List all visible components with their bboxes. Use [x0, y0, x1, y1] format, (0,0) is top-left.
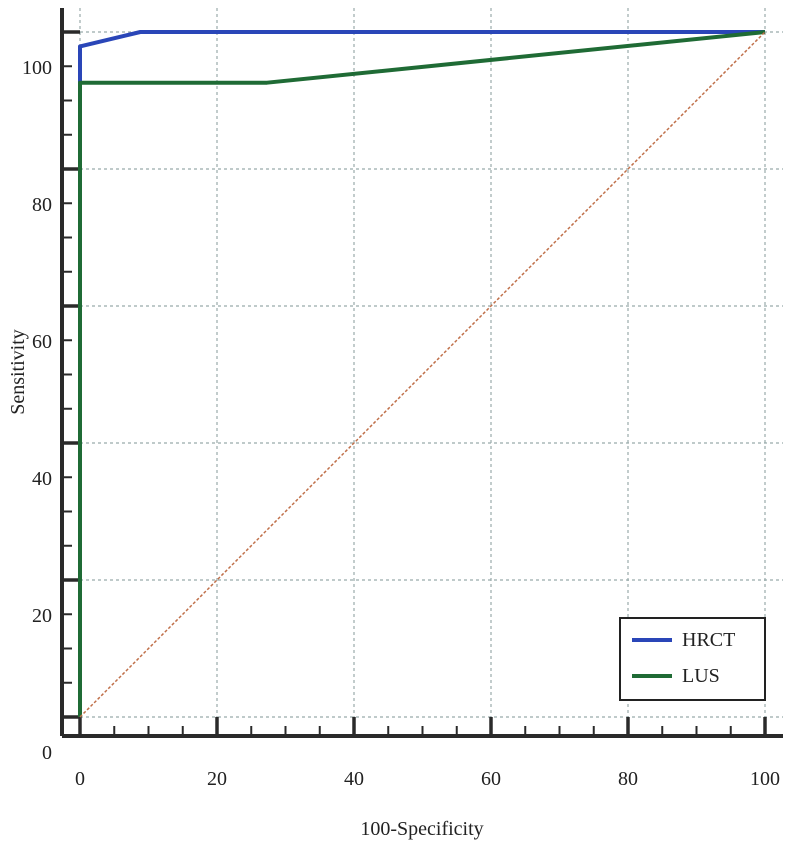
- y-tick-label: 0: [42, 742, 52, 764]
- x-tick-label: 0: [75, 768, 85, 790]
- y-tick-label: 100: [22, 57, 52, 79]
- series-line-lus: [78, 30, 766, 717]
- x-tick-label: 20: [207, 768, 227, 790]
- legend-label-lus: LUS: [682, 665, 720, 687]
- y-tick-label: 40: [32, 468, 52, 490]
- x-tick-label: 100: [750, 768, 780, 790]
- legend-label-hrct: HRCT: [682, 629, 735, 651]
- y-axis-label: Sensitivity: [7, 329, 29, 415]
- x-tick-label: 40: [344, 768, 364, 790]
- x-axis-label: 100-Specificity: [360, 818, 483, 840]
- y-tick-label: 80: [32, 194, 52, 216]
- legend-box: [619, 617, 766, 701]
- x-tick-label: 80: [618, 768, 638, 790]
- x-tick-label: 60: [481, 768, 501, 790]
- y-tick-label: 60: [32, 331, 52, 353]
- series-line-reference: [79, 31, 766, 718]
- y-tick-label: 20: [32, 605, 52, 627]
